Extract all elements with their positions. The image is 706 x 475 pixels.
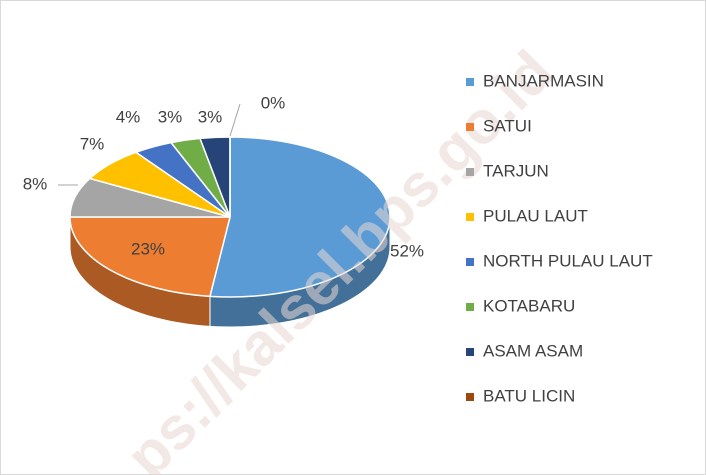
legend-swatch — [466, 393, 474, 401]
data-label: 8% — [23, 174, 48, 193]
data-label: 0% — [261, 93, 286, 112]
legend-swatch — [466, 258, 474, 266]
legend-label: ASAM ASAM — [483, 341, 583, 360]
legend-swatch — [466, 78, 474, 86]
legend-label: NORTH PULAU LAUT — [483, 251, 653, 270]
slice — [69, 216, 231, 298]
legend-label: BANJARMASIN — [483, 71, 604, 90]
legend-label: KOTABARU — [483, 296, 575, 315]
slice — [208, 136, 391, 298]
data-label: 7% — [80, 134, 105, 153]
data-label: 3% — [198, 107, 223, 126]
legend-swatch — [466, 303, 474, 311]
pie — [69, 136, 391, 328]
legend-swatch — [466, 123, 474, 131]
data-label: 4% — [116, 107, 141, 126]
legend-swatch — [466, 348, 474, 356]
legend-label: BATU LICIN — [483, 386, 575, 405]
legend-label: TARJUN — [483, 161, 549, 180]
legend-label: PULAU LAUT — [483, 206, 588, 225]
data-label: 3% — [158, 107, 183, 126]
data-label: 52% — [390, 241, 424, 260]
leader-line — [229, 103, 241, 137]
data-label: 23% — [131, 239, 165, 258]
legend-swatch — [466, 168, 474, 176]
legend-label: SATUI — [483, 116, 532, 135]
legend-swatch — [466, 213, 474, 221]
